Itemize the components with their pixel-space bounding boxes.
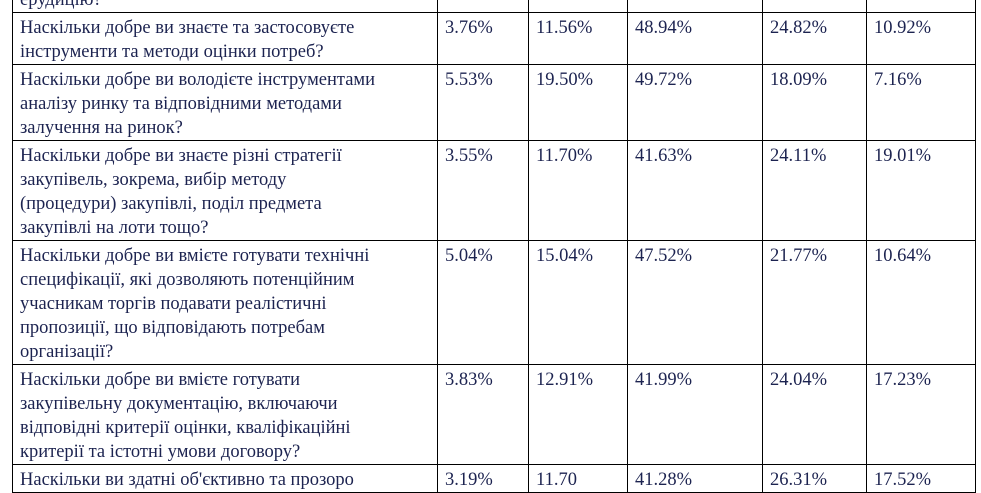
table-row: Наскільки ви здатні об'єктивно та прозор… — [12, 464, 976, 493]
table-cell: 17.52% — [866, 464, 976, 493]
table-cell: 41.28% — [627, 464, 763, 493]
cell-line: ерудицію? — [20, 0, 102, 10]
table-cell — [762, 0, 867, 13]
table-cell: Наскільки добре ви володієте інструмента… — [12, 64, 438, 141]
table-cell: 5.04% — [437, 240, 529, 365]
table-cell: 26.31% — [762, 464, 867, 493]
cell-line: закупівель, зокрема, вибір методу — [20, 170, 287, 190]
table-cell: 19.50% — [528, 64, 628, 141]
cell-line: учасникам торгів подавати реалістичні — [20, 294, 327, 314]
table-cell: 48.94% — [627, 12, 763, 65]
table-cell — [627, 0, 763, 13]
table-row: Наскільки добре ви знаєте та застосовуєт… — [12, 12, 976, 65]
table-cell: 11.70 — [528, 464, 628, 493]
cell-line: залучення на ринок? — [20, 118, 183, 138]
table-wrap: ерудицію? Наскільки добре ви знаєте та за… — [12, 0, 976, 493]
table-row: Наскільки добре ви вмієте готувати закупі… — [12, 364, 976, 465]
table-cell: 41.99% — [627, 364, 763, 465]
table-cell: 17.23% — [866, 364, 976, 465]
cell-line: організації? — [20, 342, 114, 362]
table-cell: Наскільки ви здатні об'єктивно та прозор… — [12, 464, 438, 493]
table-cell: 10.64% — [866, 240, 976, 365]
table-cell: 24.82% — [762, 12, 867, 65]
table-cell: Наскільки добре ви знаєте та застосовуєт… — [12, 12, 438, 65]
table-cell: ерудицію? — [12, 0, 438, 13]
cell-line: критерії та істотні умови договору? — [20, 442, 301, 462]
cell-line: Наскільки добре ви володієте інструмента… — [20, 70, 376, 90]
table-cell: Наскільки добре ви вмієте готувати закупі… — [12, 364, 438, 465]
cell-line: Наскільки ви здатні об'єктивно та прозор… — [20, 470, 354, 490]
table-cell: Наскільки добре ви вмієте готувати техні… — [12, 240, 438, 365]
cell-line: інструменти та методи оцінки потреб? — [20, 42, 324, 62]
table-row: Наскільки добре ви володієте інструмента… — [12, 64, 976, 141]
cell-line: аналізу ринку та відповідними методами — [20, 94, 342, 114]
table-cell: 11.70% — [528, 140, 628, 241]
cell-line: Наскільки добре ви знаєте та застосовуєт… — [20, 18, 355, 38]
table-cell: 19.01% — [866, 140, 976, 241]
table-cell: 47.52% — [627, 240, 763, 365]
table-cell: 3.76% — [437, 12, 529, 65]
table-cell: 21.77% — [762, 240, 867, 365]
table-row: ерудицію? — [12, 0, 976, 13]
table: ерудицію? Наскільки добре ви знаєте та за… — [12, 0, 976, 493]
cell-line: специфікації, які дозволяють потенційним — [20, 270, 355, 290]
table-cell: Наскільки добре ви знаєте різні стратегі… — [12, 140, 438, 241]
cell-line: відповідні критерії оцінки, кваліфікацій… — [20, 418, 351, 438]
table-cell: 3.19% — [437, 464, 529, 493]
table-cell: 12.91% — [528, 364, 628, 465]
table-cell: 3.55% — [437, 140, 529, 241]
table-row: Наскільки добре ви знаєте різні стратегі… — [12, 140, 976, 241]
table-cell: 3.83% — [437, 364, 529, 465]
table-cell: 24.04% — [762, 364, 867, 465]
cell-line: (процедури) закупівлі, поділ предмета — [20, 194, 322, 214]
table-cell — [437, 0, 529, 13]
cell-line: Наскільки добре ви вмієте готувати — [20, 370, 301, 390]
table-cell: 18.09% — [762, 64, 867, 141]
table-cell: 24.11% — [762, 140, 867, 241]
cell-line: закупівлі на лоти тощо? — [20, 218, 209, 238]
page: ерудицію? Наскільки добре ви знаєте та за… — [12, 0, 976, 493]
table-cell: 15.04% — [528, 240, 628, 365]
table-cell: 41.63% — [627, 140, 763, 241]
cell-line: закупівельну документацію, включаючи — [20, 394, 338, 414]
table-cell — [866, 0, 976, 13]
cell-line: Наскільки добре ви вмієте готувати техні… — [20, 246, 370, 266]
table-cell: 10.92% — [866, 12, 976, 65]
table-row: Наскільки добре ви вмієте готувати техні… — [12, 240, 976, 365]
table-cell: 11.56% — [528, 12, 628, 65]
table-cell — [528, 0, 628, 13]
table-cell: 7.16% — [866, 64, 976, 141]
cell-line: пропозиції, що відповідають потребам — [20, 318, 325, 338]
table-cell: 49.72% — [627, 64, 763, 141]
cell-line: Наскільки добре ви знаєте різні стратегі… — [20, 146, 342, 166]
table-cell: 5.53% — [437, 64, 529, 141]
